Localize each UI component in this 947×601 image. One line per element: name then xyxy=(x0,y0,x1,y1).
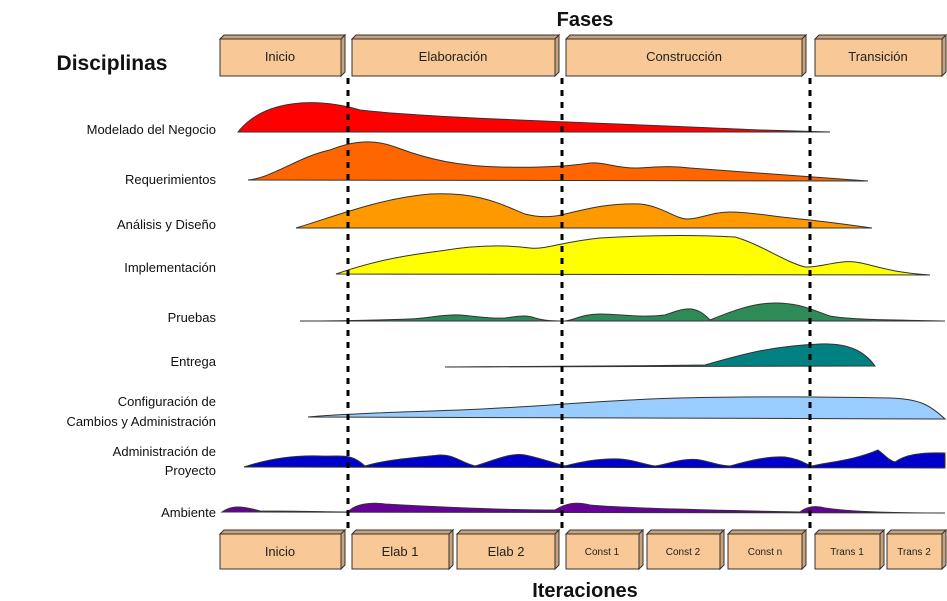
hump-administracion-proyecto xyxy=(243,449,946,469)
phases-title: Fases xyxy=(557,9,614,31)
discipline-label-implementacion: Implementación xyxy=(124,260,216,275)
iteration-label-const-n: Const n xyxy=(748,547,782,558)
discipline-label-entrega: Entrega xyxy=(170,354,216,369)
iteration-label-elab-1: Elab 1 xyxy=(382,544,419,559)
discipline-label-analisis: Análisis y Diseño xyxy=(117,217,216,232)
iteration-box-const-n: Const n xyxy=(726,528,808,571)
hump-modelado-negocio xyxy=(236,102,831,133)
hump-ambiente xyxy=(220,502,946,514)
phase-box-construccion: Construcción xyxy=(564,33,808,78)
hump-implementacion xyxy=(335,235,931,276)
discipline-label-configuracion-1: Configuración de xyxy=(118,394,216,409)
discipline-label-administracion-2: Proyecto xyxy=(165,463,216,478)
phase-box-elaboracion: Elaboración xyxy=(350,33,561,78)
iteration-label-trans-1: Trans 1 xyxy=(830,547,864,558)
hump-entrega xyxy=(444,343,876,368)
hump-analisis-diseno xyxy=(295,193,873,229)
iteration-label-elab-2: Elab 2 xyxy=(488,544,525,559)
disciplines-title: Disciplinas xyxy=(57,52,168,75)
hump-pruebas xyxy=(299,302,946,322)
discipline-label-pruebas: Pruebas xyxy=(168,310,217,325)
phase-box-transicion: Transición xyxy=(813,33,947,78)
iteration-label-inicio: Inicio xyxy=(265,544,295,559)
hump-configuracion-cambios xyxy=(307,396,947,420)
phase-label-construccion: Construcción xyxy=(646,49,722,64)
iteration-box-inicio: Inicio xyxy=(218,528,347,571)
iteration-label-const-1: Const 1 xyxy=(585,547,620,558)
discipline-label-administracion-1: Administración de xyxy=(113,444,216,459)
iterations-title: Iteraciones xyxy=(532,580,638,601)
iteration-box-const-2: Const 2 xyxy=(645,528,726,571)
hump-requerimientos xyxy=(247,141,869,182)
phase-label-inicio: Inicio xyxy=(265,49,295,64)
phase-label-elaboracion: Elaboración xyxy=(419,49,488,64)
discipline-label-modelado: Modelado del Negocio xyxy=(87,122,216,137)
iteration-box-trans-2: Trans 2 xyxy=(885,528,947,571)
discipline-label-ambiente: Ambiente xyxy=(161,505,216,520)
iteration-label-trans-2: Trans 2 xyxy=(897,547,931,558)
discipline-label-requerimientos: Requerimientos xyxy=(125,172,217,187)
phase-label-transicion: Transición xyxy=(848,49,907,64)
phase-box-inicio: Inicio xyxy=(218,33,347,78)
iteration-box-elab-1: Elab 1 xyxy=(350,528,455,571)
discipline-label-configuracion-2: Cambios y Administración xyxy=(66,414,216,429)
iteration-label-const-2: Const 2 xyxy=(666,547,701,558)
iteration-box-trans-1: Trans 1 xyxy=(813,528,886,571)
iteration-box-elab-2: Elab 2 xyxy=(455,528,561,571)
iteration-box-const-1: Const 1 xyxy=(564,528,645,571)
